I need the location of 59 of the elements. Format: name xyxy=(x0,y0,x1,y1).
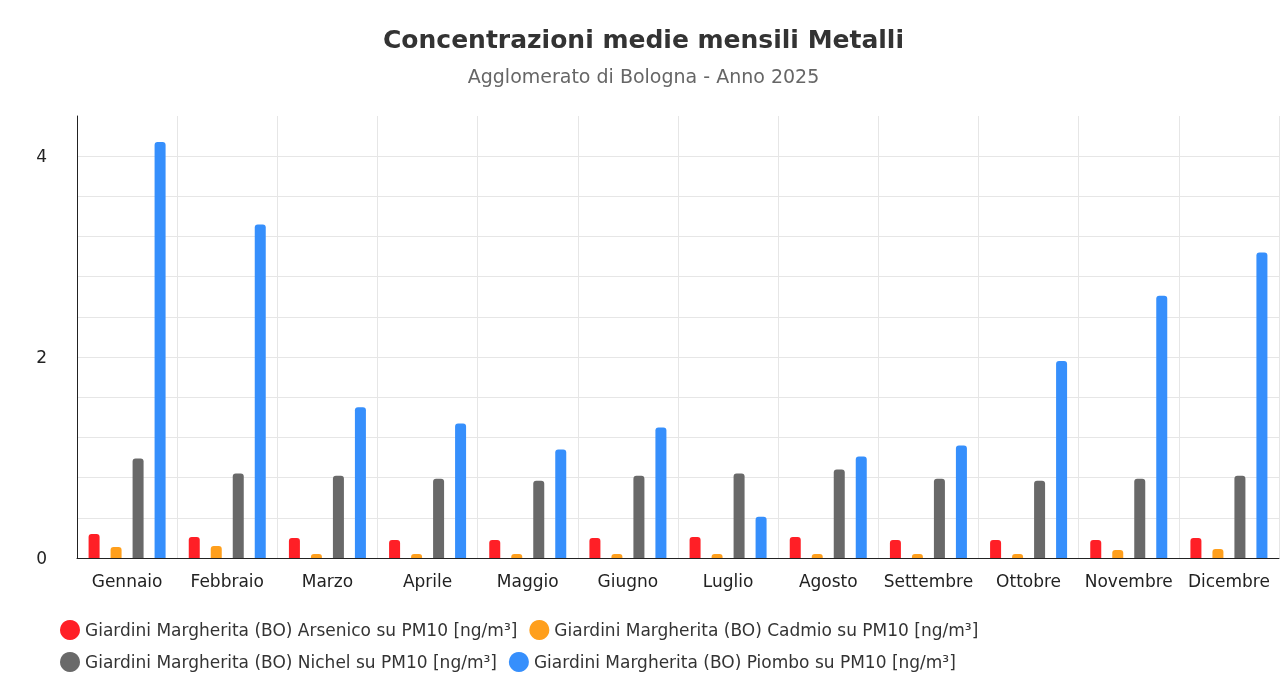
bar xyxy=(1234,475,1246,558)
bar xyxy=(1056,361,1068,558)
x-tick-label: Aprile xyxy=(402,570,453,591)
x-tick-label: Gennaio xyxy=(91,570,163,591)
bar xyxy=(110,546,122,558)
bar xyxy=(455,423,467,558)
bar xyxy=(154,142,166,558)
x-tick-label: Luglio xyxy=(702,570,754,591)
legend-label: Giardini Margherita (BO) Nichel su PM10 [ng/m³] xyxy=(85,652,497,672)
bar xyxy=(533,480,545,558)
y-tick-label: 4 xyxy=(36,146,47,167)
bar xyxy=(232,473,244,558)
bar xyxy=(755,516,767,558)
bar xyxy=(254,224,266,558)
bar xyxy=(933,478,945,558)
x-tick-label: Giugno xyxy=(597,570,659,591)
bar xyxy=(88,533,100,558)
bar xyxy=(1090,539,1102,558)
bar xyxy=(990,539,1002,558)
bar xyxy=(188,536,200,558)
bar xyxy=(389,539,401,558)
bar xyxy=(689,536,701,558)
x-tick-label: Agosto xyxy=(798,570,858,591)
bar xyxy=(1190,537,1202,558)
x-tick-label: Ottobre xyxy=(996,570,1062,591)
legend-label: Giardini Margherita (BO) Cadmio su PM10 [ng/m³] xyxy=(554,620,979,640)
x-tick-label: Febbraio xyxy=(190,570,264,591)
bar xyxy=(132,458,144,558)
bar xyxy=(288,537,300,558)
bar xyxy=(589,537,601,558)
bar xyxy=(889,539,901,558)
bar xyxy=(489,539,501,558)
bar xyxy=(354,407,366,558)
chart-subtitle: Agglomerato di Bologna - Anno 2025 xyxy=(467,64,820,87)
bar xyxy=(1156,295,1168,558)
x-tick-label: Settembre xyxy=(883,570,974,591)
bar xyxy=(833,469,845,558)
bar xyxy=(433,478,445,558)
x-tick-label: Novembre xyxy=(1084,570,1173,591)
bar xyxy=(855,456,867,558)
y-tick-label: 2 xyxy=(36,347,47,368)
bar xyxy=(1034,480,1046,558)
bar xyxy=(633,475,645,558)
legend-label: Giardini Margherita (BO) Piombo su PM10 [ng/m³] xyxy=(533,652,956,672)
y-tick-label: 0 xyxy=(36,548,47,568)
bar xyxy=(210,545,222,558)
chart-title: Concentrazioni medie mensili Metalli xyxy=(383,25,904,54)
bar xyxy=(555,449,567,558)
bar xyxy=(1256,252,1268,558)
bar xyxy=(789,536,801,558)
x-tick-label: Dicembre xyxy=(1187,570,1270,591)
bar xyxy=(655,427,667,558)
x-tick-label: Maggio xyxy=(496,570,559,591)
bar xyxy=(1134,478,1146,558)
x-tick-label: Marzo xyxy=(301,570,354,591)
legend-label: Giardini Margherita (BO) Arsenico su PM10 [ng/m³] xyxy=(85,620,518,640)
bar xyxy=(332,475,344,558)
bar xyxy=(733,473,745,558)
bar xyxy=(955,445,967,558)
